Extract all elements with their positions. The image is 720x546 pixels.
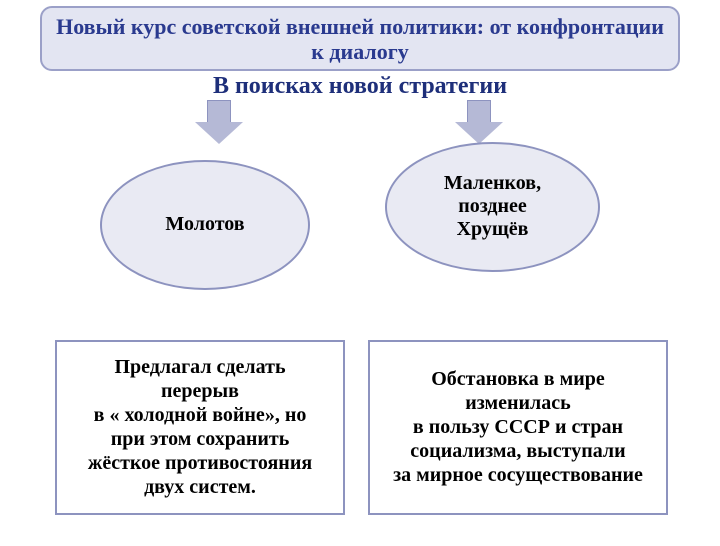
boxes-row: Предлагал сделать перерыв в « холодной в… — [0, 340, 720, 530]
oval-right-line1: Маленков, — [444, 172, 541, 195]
textbox-malenkov: Обстановка в мире изменилась в пользу СС… — [368, 340, 668, 515]
box-right-l2: изменилась — [393, 391, 643, 415]
box-left-l2: перерыв — [88, 379, 312, 403]
arrow-right — [455, 100, 503, 144]
arrow-head-icon — [195, 122, 243, 144]
oval-right-line3: Хрущёв — [444, 218, 541, 241]
oval-molotov: Молотов — [100, 160, 310, 290]
box-right-l5: за мирное сосуществование — [393, 463, 643, 487]
header-line2: к диалогу — [52, 39, 668, 64]
arrow-stem-icon — [467, 100, 491, 122]
box-right-l3: в пользу СССР и стран — [393, 415, 643, 439]
textbox-molotov: Предлагал сделать перерыв в « холодной в… — [55, 340, 345, 515]
arrow-left — [195, 100, 243, 144]
header-box: Новый курс советской внешней политики: о… — [40, 6, 680, 71]
arrows-row — [0, 100, 720, 150]
oval-malenkov: Маленков, позднее Хрущёв — [385, 142, 600, 272]
oval-right-line2: позднее — [444, 195, 541, 218]
box-right-l4: социализма, выступали — [393, 439, 643, 463]
box-left-l5: жёсткое противостояния — [88, 451, 312, 475]
box-left-l6: двух систем. — [88, 475, 312, 499]
arrow-head-icon — [455, 122, 503, 144]
ovals-row: Молотов Маленков, позднее Хрущёв — [0, 150, 720, 300]
box-left-l3: в « холодной войне», но — [88, 403, 312, 427]
box-left-l1: Предлагал сделать — [88, 355, 312, 379]
oval-left-label: Молотов — [165, 213, 244, 236]
box-left-l4: при этом сохранить — [88, 427, 312, 451]
arrow-stem-icon — [207, 100, 231, 122]
subtitle: В поисках новой стратегии — [0, 73, 720, 100]
box-right-l1: Обстановка в мире — [393, 367, 643, 391]
header-line1: Новый курс советской внешней политики: о… — [52, 14, 668, 39]
